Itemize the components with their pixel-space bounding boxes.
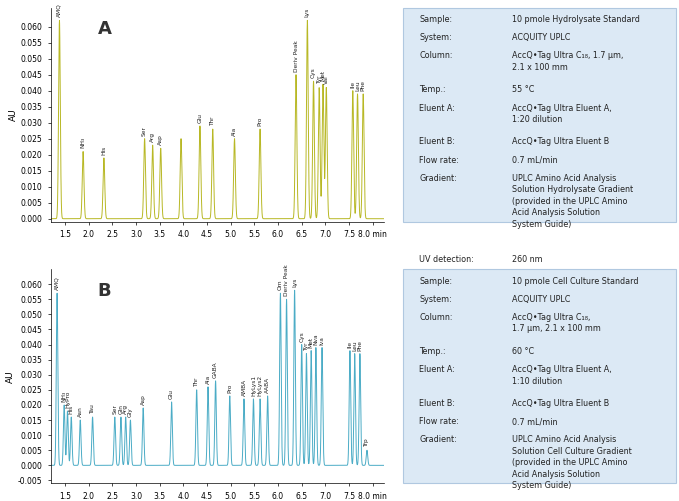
Text: 10 pmole Hydrolysate Standard: 10 pmole Hydrolysate Standard	[512, 15, 640, 24]
Text: AMBA: AMBA	[242, 379, 246, 396]
Text: Eluent A:: Eluent A:	[419, 365, 455, 374]
Text: His: His	[69, 405, 74, 414]
Text: HyLys1: HyLys1	[251, 375, 256, 396]
Text: 55 °C: 55 °C	[512, 85, 534, 94]
Text: Lys: Lys	[292, 278, 297, 287]
Text: UV detection:: UV detection:	[419, 255, 474, 264]
Text: AccQ•Tag Ultra Eluent A,
1:20 dilution: AccQ•Tag Ultra Eluent A, 1:20 dilution	[512, 104, 612, 124]
Text: Flow rate:: Flow rate:	[419, 417, 459, 426]
Text: Gln: Gln	[118, 404, 124, 414]
Text: Pro: Pro	[257, 117, 263, 126]
Text: 0.7 mL/min: 0.7 mL/min	[512, 417, 557, 426]
Text: UPLC Amino Acid Analysis
Solution Cell Culture Gradient
(provided in the UPLC Am: UPLC Amino Acid Analysis Solution Cell C…	[512, 435, 631, 490]
Text: Lys: Lys	[305, 8, 310, 17]
Y-axis label: AU: AU	[6, 370, 15, 383]
Text: Ala: Ala	[206, 375, 210, 384]
Text: Thr: Thr	[210, 116, 215, 126]
Text: Orn: Orn	[278, 280, 283, 290]
Text: 0.7 mL/min: 0.7 mL/min	[512, 156, 557, 165]
Text: NH₃: NH₃	[62, 391, 67, 402]
Text: AccQ•Tag Ultra C₁₈, 1.7 μm,
2.1 x 100 mm: AccQ•Tag Ultra C₁₈, 1.7 μm, 2.1 x 100 mm	[512, 52, 623, 72]
Text: Ile: Ile	[350, 80, 355, 88]
Text: Asp: Asp	[141, 394, 146, 405]
Text: Sample:: Sample:	[419, 15, 452, 24]
Text: 10 pmole Cell Culture Standard: 10 pmole Cell Culture Standard	[512, 277, 638, 286]
Text: Pro: Pro	[227, 383, 232, 393]
Text: 260 nm: 260 nm	[512, 255, 543, 264]
Text: His: His	[101, 145, 107, 155]
Text: A: A	[98, 21, 111, 39]
Text: UPLC Amino Acid Analysis
Solution Hydrolysate Gradient
(provided in the UPLC Ami: UPLC Amino Acid Analysis Solution Hydrol…	[512, 174, 633, 228]
Text: Temp.:: Temp.:	[419, 347, 445, 356]
Text: Trp: Trp	[365, 438, 369, 447]
Text: Tyr: Tyr	[316, 76, 322, 84]
Text: Tau: Tau	[90, 404, 95, 414]
Text: ACQUITY UPLC: ACQUITY UPLC	[512, 295, 570, 304]
Text: Cys: Cys	[299, 331, 304, 342]
Text: Gradient:: Gradient:	[419, 174, 457, 183]
Text: Flow rate:: Flow rate:	[419, 156, 459, 165]
Text: Ala: Ala	[232, 126, 237, 135]
Text: Tyr: Tyr	[304, 342, 309, 351]
Text: Asp: Asp	[158, 134, 163, 145]
Text: Arg: Arg	[150, 132, 155, 142]
Text: Val: Val	[324, 76, 329, 84]
Text: Ser: Ser	[112, 404, 117, 414]
Text: AMQ: AMQ	[54, 277, 60, 290]
Text: Thr: Thr	[194, 377, 199, 387]
Text: Ile: Ile	[348, 341, 352, 348]
Text: Leu: Leu	[355, 80, 360, 91]
Text: Gradient:: Gradient:	[419, 435, 457, 444]
Text: Sample:: Sample:	[419, 277, 452, 286]
Text: Deriv Peak: Deriv Peak	[293, 40, 299, 72]
Text: GABA: GABA	[213, 361, 218, 378]
Text: Arg: Arg	[123, 404, 128, 414]
Text: Gly: Gly	[128, 407, 133, 417]
Text: HyPro: HyPro	[65, 391, 70, 408]
Text: Ser: Ser	[142, 126, 147, 135]
Text: AccQ•Tag Ultra C₁₈,
1.7 μm, 2.1 x 100 mm: AccQ•Tag Ultra C₁₈, 1.7 μm, 2.1 x 100 mm	[512, 313, 601, 334]
Text: Asn: Asn	[78, 406, 83, 417]
Text: Eluent B:: Eluent B:	[419, 399, 455, 408]
Text: Phe: Phe	[361, 80, 366, 91]
Text: B: B	[98, 282, 111, 300]
Text: System:: System:	[419, 295, 452, 304]
Text: Deriv Peak: Deriv Peak	[284, 265, 289, 296]
Text: Eluent A:: Eluent A:	[419, 104, 455, 113]
Text: 60 °C: 60 °C	[512, 347, 534, 356]
Text: AccQ•Tag Ultra Eluent B: AccQ•Tag Ultra Eluent B	[512, 399, 609, 408]
Text: Cys: Cys	[311, 67, 316, 78]
Text: Met: Met	[309, 337, 314, 348]
Text: Column:: Column:	[419, 52, 453, 61]
Text: Iva: Iva	[320, 336, 325, 345]
Text: Eluent B:: Eluent B:	[419, 137, 455, 146]
Text: HyLys2: HyLys2	[257, 375, 263, 396]
Text: System:: System:	[419, 33, 452, 42]
Text: AccQ•Tag Ultra Eluent A,
1:10 dilution: AccQ•Tag Ultra Eluent A, 1:10 dilution	[512, 365, 612, 386]
Text: Glu: Glu	[169, 389, 174, 399]
Text: Column:: Column:	[419, 313, 453, 322]
Text: Leu: Leu	[352, 340, 357, 351]
Text: AMQ: AMQ	[57, 4, 62, 17]
Text: ACQUITY UPLC: ACQUITY UPLC	[512, 33, 570, 42]
Text: NH₃: NH₃	[81, 137, 86, 148]
Text: AccQ•Tag Ultra Eluent B: AccQ•Tag Ultra Eluent B	[512, 137, 609, 146]
Text: Nva: Nva	[314, 333, 318, 345]
Text: AABA: AABA	[265, 377, 270, 393]
Text: Phe: Phe	[357, 340, 363, 351]
FancyBboxPatch shape	[403, 8, 676, 222]
FancyBboxPatch shape	[403, 269, 676, 483]
Text: Temp.:: Temp.:	[419, 85, 445, 94]
Y-axis label: AU: AU	[9, 108, 18, 121]
Text: Glu: Glu	[198, 113, 202, 123]
Text: Met: Met	[320, 70, 325, 81]
